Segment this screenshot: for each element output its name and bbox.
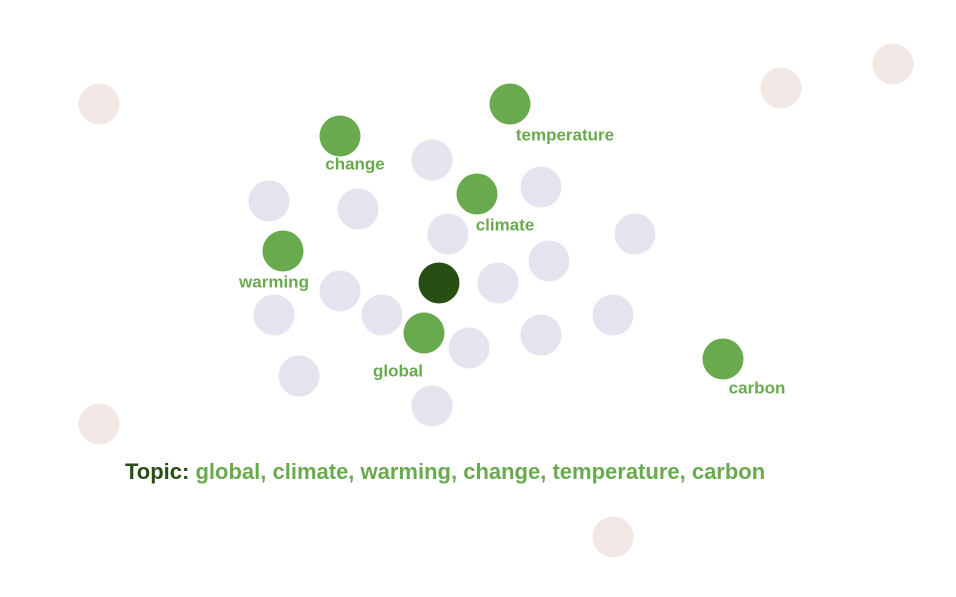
center-node-group xyxy=(418,262,460,304)
term-label-carbon: carbon xyxy=(729,378,786,397)
term-node-temperature xyxy=(489,83,531,125)
neighbor-node xyxy=(361,294,403,336)
topic-terms: global, climate, warming, change, temper… xyxy=(195,459,766,484)
term-label-temperature: temperature xyxy=(516,125,614,144)
term-label-climate: climate xyxy=(476,215,535,234)
term-labels: global climate warming change temperature car… xyxy=(238,125,785,397)
neighbor-node xyxy=(278,355,320,397)
outlier-nodes xyxy=(78,43,914,558)
neighbor-node xyxy=(337,188,379,230)
term-node-warming xyxy=(262,230,304,272)
neighbor-node xyxy=(427,213,469,255)
neighbor-node xyxy=(520,166,562,208)
outlier-node xyxy=(78,83,120,125)
term-node-climate xyxy=(456,173,498,215)
neighbor-node xyxy=(477,262,519,304)
term-node-global xyxy=(403,312,445,354)
neighbor-node xyxy=(248,180,290,222)
neighbor-nodes xyxy=(248,139,656,427)
neighbor-node xyxy=(253,294,295,336)
term-node-change xyxy=(319,115,361,157)
term-label-change: change xyxy=(325,154,385,173)
term-nodes xyxy=(262,83,744,380)
neighbor-node xyxy=(528,240,570,282)
center-node xyxy=(418,262,460,304)
outlier-node xyxy=(760,67,802,109)
outlier-node xyxy=(592,516,634,558)
outlier-node xyxy=(78,403,120,445)
neighbor-node xyxy=(448,327,490,369)
neighbor-node xyxy=(520,314,562,356)
neighbor-node xyxy=(411,139,453,181)
neighbor-node xyxy=(411,385,453,427)
neighbor-node xyxy=(319,270,361,312)
neighbor-node xyxy=(592,294,634,336)
neighbor-node xyxy=(614,213,656,255)
topic-prefix: Topic: xyxy=(125,459,190,484)
term-label-global: global xyxy=(373,361,423,380)
topic-summary: Topic: global, climate, warming, change,… xyxy=(125,459,765,485)
term-node-carbon xyxy=(702,338,744,380)
term-label-warming: warming xyxy=(238,272,309,291)
outlier-node xyxy=(872,43,914,85)
